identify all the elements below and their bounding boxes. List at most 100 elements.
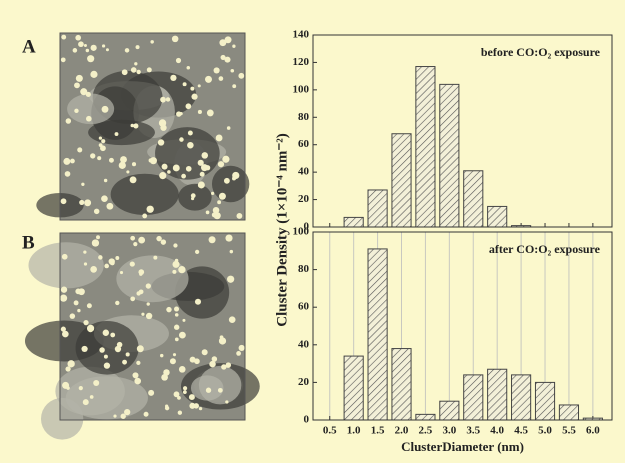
cluster: [172, 353, 177, 357]
cluster: [114, 345, 122, 353]
cluster: [225, 400, 229, 404]
cluster: [224, 36, 232, 44]
cluster: [219, 39, 227, 47]
bar: [439, 83, 460, 228]
cluster: [78, 385, 83, 391]
cluster: [177, 410, 183, 415]
cluster: [126, 170, 130, 174]
y-tick-label: 0: [304, 414, 310, 426]
cluster: [60, 57, 66, 63]
cluster: [133, 241, 138, 247]
cluster: [103, 362, 111, 369]
bar: [558, 404, 580, 421]
cluster: [141, 312, 145, 316]
x-tick-label: 4.0: [490, 425, 504, 437]
cluster: [217, 200, 222, 205]
cluster: [232, 171, 240, 180]
panel-label: A: [22, 36, 36, 57]
cluster: [77, 308, 81, 313]
cluster: [215, 134, 223, 142]
terrace: [116, 255, 189, 303]
cluster: [229, 249, 234, 254]
cluster: [118, 161, 126, 169]
cluster: [93, 379, 100, 386]
cluster: [182, 386, 188, 391]
cluster: [225, 362, 232, 368]
cluster: [205, 210, 210, 215]
cluster: [174, 313, 179, 317]
cluster: [177, 395, 181, 400]
cluster: [70, 158, 75, 164]
cluster: [145, 283, 151, 289]
y-tick-label: 100: [293, 83, 310, 95]
cluster: [96, 235, 100, 240]
stm-frame: [59, 232, 246, 421]
cluster: [79, 199, 85, 206]
cluster: [124, 409, 131, 416]
bar: [343, 355, 364, 421]
y-axis-label: Cluster Density (1×10⁻⁴ nm⁻²): [274, 133, 290, 327]
cluster: [218, 192, 226, 200]
cluster: [172, 164, 180, 172]
cluster: [218, 76, 224, 81]
panel-label: B: [22, 232, 35, 253]
cluster: [213, 67, 220, 74]
cluster: [119, 270, 124, 275]
cluster: [83, 319, 89, 326]
cluster: [160, 353, 164, 358]
cluster: [182, 82, 187, 87]
cluster: [211, 212, 217, 218]
bar: [439, 400, 460, 421]
cluster: [236, 351, 241, 356]
bar: [487, 368, 508, 421]
cluster: [165, 97, 171, 102]
cluster: [133, 123, 139, 129]
cluster: [197, 84, 201, 88]
cluster: [134, 62, 138, 66]
cluster: [60, 286, 68, 293]
y-tick-label: 20: [298, 193, 310, 205]
cluster: [174, 258, 179, 263]
terrace: [155, 127, 220, 180]
cluster: [211, 356, 218, 362]
cluster: [166, 306, 172, 313]
cluster: [175, 57, 182, 64]
cluster: [134, 377, 142, 385]
y-tick-label: 60: [298, 301, 310, 313]
cluster: [221, 364, 227, 370]
cluster: [90, 153, 96, 159]
cluster: [64, 171, 71, 177]
cluster: [159, 172, 167, 180]
cluster: [143, 411, 149, 417]
cluster: [190, 86, 195, 91]
cluster: [190, 193, 196, 199]
cluster: [98, 136, 103, 140]
terrace: [88, 119, 155, 146]
cluster: [136, 345, 144, 353]
x-tick-label: 2.5: [419, 425, 433, 437]
cluster: [131, 162, 137, 167]
cluster: [98, 255, 103, 260]
cluster: [145, 312, 153, 320]
cluster: [188, 394, 195, 401]
cluster: [135, 45, 140, 50]
x-tick-label: 1.0: [347, 425, 361, 437]
terrace: [55, 366, 125, 416]
chart-title: after CO:O₂ exposure: [489, 242, 601, 256]
cluster: [87, 326, 94, 333]
x-tick-label: 5.0: [538, 425, 552, 437]
cluster: [156, 235, 162, 242]
cluster: [205, 75, 212, 83]
cluster: [172, 260, 180, 268]
cluster: [102, 329, 110, 336]
cluster: [208, 236, 216, 244]
x-tick-label: 3.5: [466, 425, 480, 437]
cluster: [230, 68, 235, 73]
cluster: [130, 296, 136, 302]
y-tick-label: 100: [293, 226, 310, 238]
cluster: [179, 331, 186, 339]
x-tick-label: 0.5: [323, 425, 337, 437]
cluster: [197, 159, 204, 166]
cluster: [158, 119, 167, 127]
cluster: [173, 391, 180, 398]
